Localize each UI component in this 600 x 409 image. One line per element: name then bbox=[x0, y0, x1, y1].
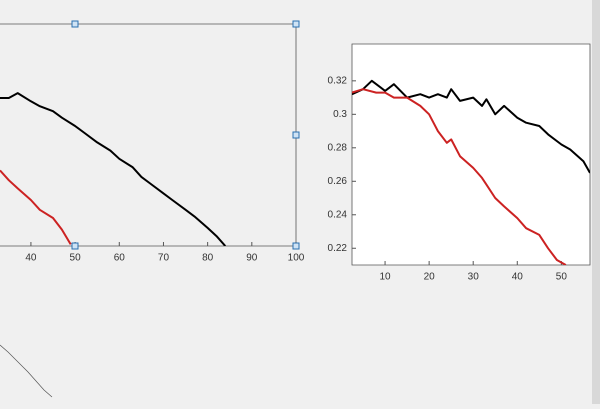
x-tick-label: 40 bbox=[512, 272, 524, 283]
selection-handle bbox=[71, 20, 79, 28]
data-line bbox=[352, 88, 567, 265]
y-tick-label: 0.22 bbox=[328, 243, 348, 254]
y-tick-label: 0.26 bbox=[328, 176, 348, 187]
data-line bbox=[0, 92, 227, 246]
data-line bbox=[0, 169, 72, 245]
x-tick-label: 80 bbox=[202, 253, 214, 264]
x-tick-label: 20 bbox=[424, 272, 436, 283]
x-tick-label: 70 bbox=[158, 253, 170, 264]
selection-handle bbox=[292, 242, 300, 250]
x-tick-label: 50 bbox=[70, 253, 82, 264]
y-tick-label: 0.28 bbox=[328, 142, 348, 153]
axes-frame bbox=[351, 43, 591, 266]
data-line bbox=[352, 79, 590, 174]
selection-handle bbox=[292, 131, 300, 139]
plot-area bbox=[0, 92, 227, 246]
x-tick-label: 10 bbox=[379, 272, 391, 283]
partial-plot bbox=[0, 344, 53, 398]
selection-handle bbox=[71, 242, 79, 250]
x-tick-label: 40 bbox=[25, 253, 37, 264]
x-tick-label: 90 bbox=[246, 253, 258, 264]
x-tick-label: 60 bbox=[114, 253, 126, 264]
y-tick-label: 0.32 bbox=[328, 75, 348, 86]
axes-background bbox=[352, 44, 590, 265]
selection-handle bbox=[292, 20, 300, 28]
y-tick-label: 0.3 bbox=[333, 109, 347, 120]
x-tick-label: 100 bbox=[288, 253, 305, 264]
window-shadow bbox=[592, 0, 600, 404]
plot-area bbox=[352, 79, 590, 265]
y-tick-label: 0.24 bbox=[328, 209, 348, 220]
x-tick-label: 30 bbox=[468, 272, 480, 283]
x-tick-label: 50 bbox=[556, 272, 568, 283]
